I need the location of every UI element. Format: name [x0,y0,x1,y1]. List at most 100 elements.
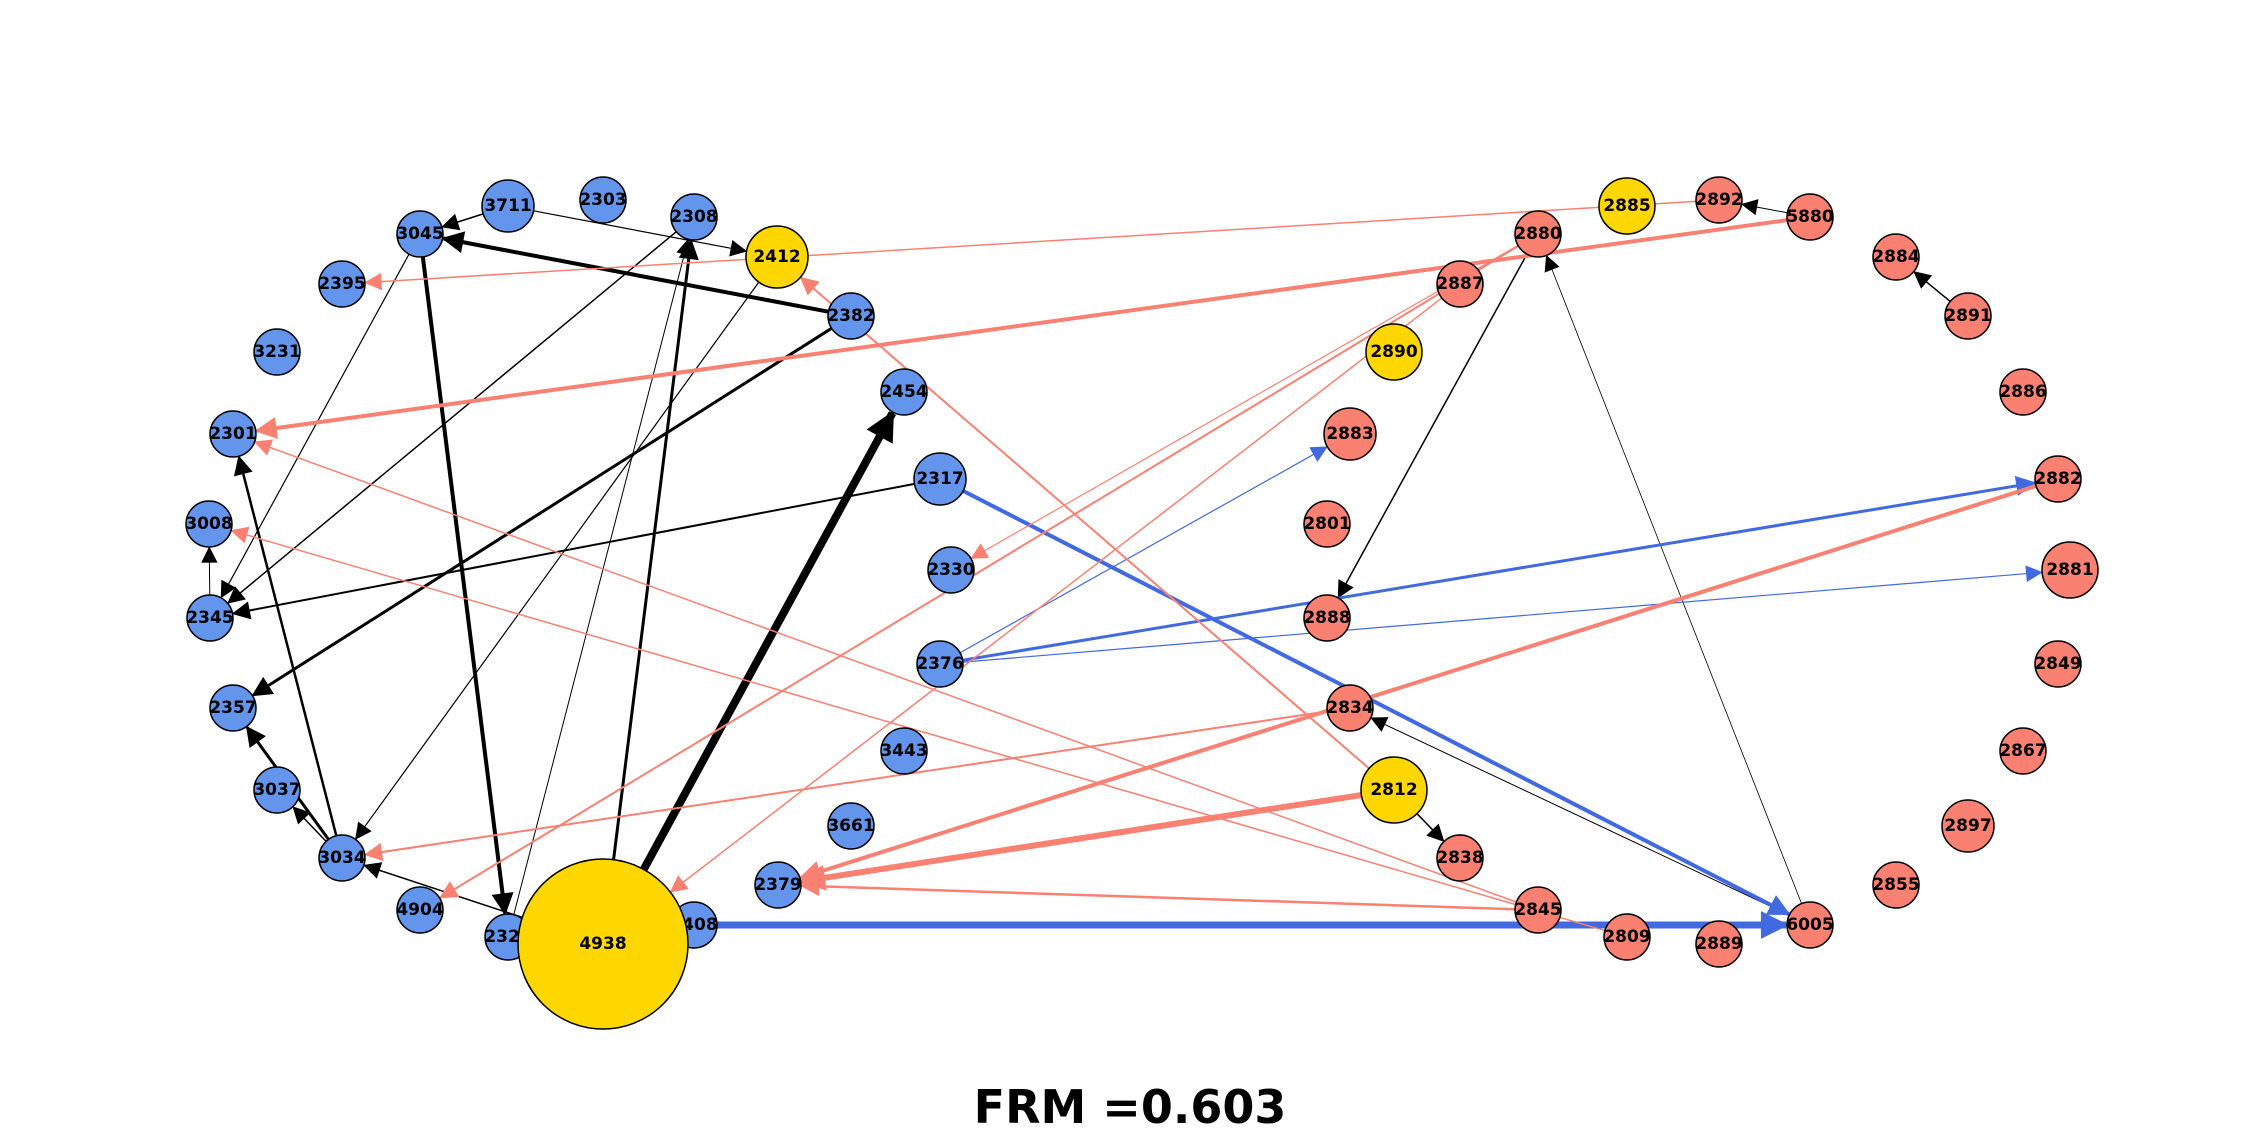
node-circle [880,727,928,775]
node-2801: 2801 [1303,500,1351,548]
node-2891: 2891 [1944,292,1992,340]
node-2892: 2892 [1695,176,1743,224]
edge-2812-to-2838 [1416,813,1445,843]
node-2812: 2812 [1360,756,1428,824]
node-3037: 3037 [253,766,301,814]
node-circle [1999,368,2047,416]
edge-2376-to-2881 [962,565,2043,663]
edge-2376-to-2882 [962,475,2037,662]
caption-frm: FRM =0.603 [973,1080,1287,1134]
edge-2382-to-2357 [251,327,833,697]
node-label: 2891 [1944,306,1991,326]
node-label: 4904 [396,900,443,920]
node-label: 2801 [1303,514,1350,534]
node-label: 2308 [670,207,717,227]
node-3008: 3008 [185,500,233,548]
edge-2317-to-2345 [231,482,915,620]
edge-4938-to-2308 [612,238,699,860]
node-2834: 2834 [1326,684,1374,732]
node-2412: 2412 [745,225,809,289]
node-circle [880,368,928,416]
node-circle [1436,260,1484,308]
node-circle [1303,594,1351,642]
node-circle [209,410,257,458]
node-2880: 2880 [1514,210,1562,258]
node-label: 2887 [1436,274,1483,294]
node-circle [1514,886,1562,934]
node-circle [1303,500,1351,548]
edge-2345-to-3008 [201,546,218,596]
edge-2845-to-2379 [800,876,1516,911]
node-label: 2395 [318,274,365,294]
node-circle [396,210,444,258]
edge-2812-to-2379 [799,792,1362,891]
node-circle [1786,193,1834,241]
edge-2892-to-2395 [364,200,1697,291]
node-circle [754,861,802,909]
node-circle [1603,913,1651,961]
node-2301: 2301 [209,410,257,458]
node-5880: 5880 [1786,193,1834,241]
node-2883: 2883 [1323,407,1377,461]
node-circle [913,452,967,506]
node-3231: 3231 [253,328,301,376]
node-circle [916,640,964,688]
node-label: 2379 [754,875,801,895]
node-2890: 2890 [1365,323,1423,381]
node-label: 2890 [1370,342,1417,362]
edge-3711-to-2412 [533,210,748,257]
node-2357: 2357 [209,684,257,732]
node-2881: 2881 [2041,541,2099,599]
node-2867: 2867 [1999,727,2047,775]
node-label: 2301 [209,424,256,444]
node-label: 2886 [1999,382,2046,402]
node-circle [186,594,234,642]
node-circle [517,858,689,1030]
node-label: 2897 [1944,816,1991,836]
node-circle [1786,901,1834,949]
node-6005: 6005 [1786,901,1834,949]
node-2382: 2382 [827,292,875,340]
node-2882: 2882 [2034,455,2082,503]
node-label: 2412 [753,247,800,267]
node-3711: 3711 [481,179,535,233]
node-label: 2888 [1303,608,1350,628]
node-label: 3711 [484,196,531,216]
edge-3711-to-3045 [441,213,484,231]
node-label: 2882 [2034,469,2081,489]
node-label: 2838 [1436,848,1483,868]
node-circle [481,179,535,233]
node-label: 2885 [1603,196,1650,216]
edge-3034-to-3037 [292,806,327,842]
edge-2880-to-2330 [970,244,1519,559]
edge-2845-to-2301 [253,439,1517,903]
node-2888: 2888 [1303,594,1351,642]
node-label: 6005 [1786,915,1833,935]
node-label: 3008 [185,514,232,534]
node-circle [827,292,875,340]
node-2809: 2809 [1603,913,1651,961]
node-circle [827,802,875,850]
node-circle [318,260,366,308]
node-label: 2845 [1514,900,1561,920]
node-label: 3443 [880,741,927,761]
node-label: 2849 [2034,654,2081,674]
node-3443: 3443 [880,727,928,775]
edge-2412-to-3034 [355,281,760,840]
node-label: 2382 [827,306,874,326]
edge-3045-to-2345 [220,253,410,599]
node-circle [2041,541,2099,599]
edge-2880-to-4904 [438,245,1519,899]
node-3034: 3034 [318,834,366,882]
node-2885: 2885 [1598,177,1656,235]
node-label: 2303 [579,190,626,210]
edge-2308-to-2345 [227,231,677,604]
nodes-layer: 3711 2303 3045 2308 2412 2395 2382 3231 2454 2301… [185,176,2099,1030]
node-4938: 4938 [517,858,689,1030]
node-label: 2889 [1695,934,1742,954]
node-circle [253,766,301,814]
edge-2327-to-2308 [513,238,693,915]
node-label: 3231 [253,342,300,362]
node-2887: 2887 [1436,260,1484,308]
edge-2376-to-2883 [959,446,1328,654]
